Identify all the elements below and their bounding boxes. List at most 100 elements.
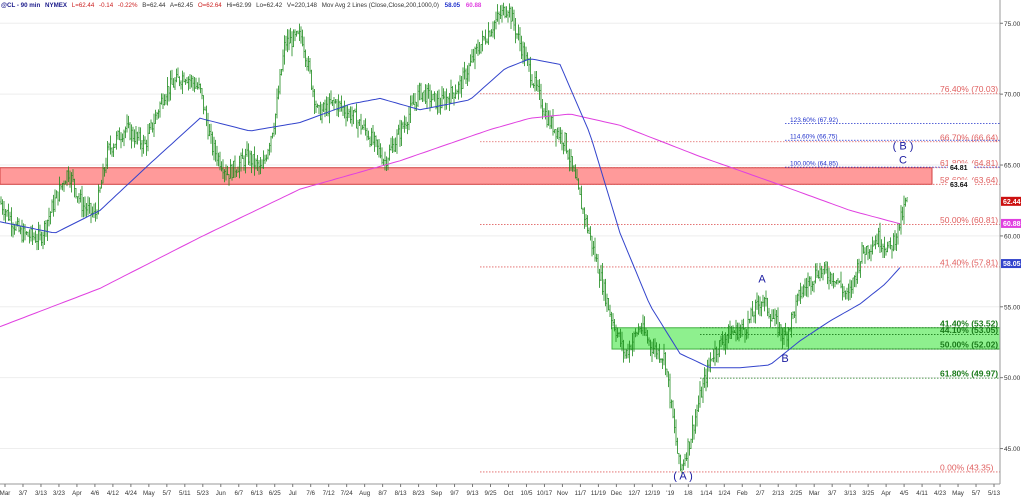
x-tick-label: Oct: [504, 490, 514, 497]
x-tick-label: Jul: [289, 490, 297, 497]
x-tick-label: 3/7: [19, 490, 28, 497]
x-tick-label: Mar: [809, 490, 820, 497]
y-tick-label: 45.00: [1004, 446, 1021, 453]
price-tag-box: [948, 163, 974, 173]
fib-extension-label: 100.00% (64.85): [790, 161, 838, 168]
x-axis[interactable]: Mar 3/7 3/13 3/23 Apr 4/6 4/12 4/24 May 5/7 5/11 5/…: [0, 484, 1001, 497]
x-tick-label: 9/25: [484, 490, 497, 497]
moving-averages: [0, 58, 901, 369]
fib-label: 41.40% (53.52): [940, 318, 998, 328]
fib-label: 44.10% (53.05): [940, 325, 998, 335]
x-tick-label: 5/11: [179, 490, 191, 497]
ma-fast-line: [0, 58, 901, 369]
price-tag-label: 60.88: [1003, 221, 1021, 228]
x-tick-label: 2/25: [790, 490, 803, 497]
x-tick-label: 8/7: [378, 490, 387, 497]
x-tick-label: 5/13: [988, 490, 1001, 497]
x-tick-label: 4/5: [900, 490, 909, 497]
x-tick-label: 5/7: [163, 490, 172, 497]
x-tick-label: Apr: [881, 490, 891, 497]
x-tick-label: 1/24: [718, 490, 731, 497]
price-tags: 64.81 63.64 62.44 60.88 58.05: [948, 163, 1021, 269]
wave-label: B: [781, 353, 788, 365]
price-tag-label: 64.81: [950, 165, 968, 172]
x-tick-label: Dec: [611, 490, 622, 497]
x-tick-label: '19: [666, 490, 675, 497]
x-tick-label: 6/25: [269, 490, 282, 497]
resistance-zone: [0, 167, 933, 185]
y-tick-label: 65.00: [1004, 163, 1021, 170]
bid: B=62.44: [142, 2, 166, 9]
price-tag-box: [1001, 196, 1021, 206]
x-tick-label: 4/23: [934, 490, 947, 497]
x-tick-label: Mar: [0, 490, 10, 497]
x-tick-label: 8/13: [395, 490, 408, 497]
price-tag-label: 58.05: [1003, 261, 1021, 268]
x-tick-label: 1/14: [700, 490, 713, 497]
x-tick-label: 3/13: [844, 490, 857, 497]
fib-levels: 76.40% (70.03)66.70% (66.64)61.80% (64.8…: [480, 84, 1000, 472]
x-tick-label: Aug: [359, 490, 371, 497]
y-tick-label: 60.00: [1004, 233, 1021, 240]
volume: V=220,148: [287, 2, 318, 9]
y-tick-label: 50.00: [1004, 375, 1021, 382]
x-tick-label: 6/7: [234, 490, 243, 497]
x-tick-label: May: [143, 490, 156, 497]
wave-label: ( B ): [893, 140, 914, 152]
price-tag-label: 62.44: [1003, 199, 1021, 206]
symbol: @CL - 90 min: [1, 2, 40, 9]
x-tick-label: Feb: [737, 490, 748, 497]
price-tag-label: 63.64: [950, 182, 968, 189]
x-tick-label: Nov: [557, 490, 569, 497]
x-tick-label: 9/7: [450, 490, 459, 497]
y-axis: 45.00 50.00 55.00 60.00 65.00 70.00 75.00: [1000, 21, 1021, 453]
exchange: NYMEX: [45, 2, 68, 9]
fib-label: 0.00% (43.35): [940, 462, 994, 472]
header-background: [0, 0, 440, 9]
chart-header: @CL - 90 min NYMEX L=62.44 -0.14 -0.22% …: [1, 2, 482, 9]
low-price: Lo=62.42: [256, 2, 283, 9]
pct-change: -0.22%: [118, 2, 138, 9]
x-tick-label: 3/7: [828, 490, 837, 497]
price-tag-box: [1001, 259, 1021, 269]
y-tick-label: 55.00: [1004, 304, 1021, 311]
price-tag-box: [1001, 218, 1021, 228]
wave-label: A: [758, 274, 766, 286]
x-tick-label: 4/6: [91, 490, 100, 497]
x-tick-label: 4/11: [916, 490, 928, 497]
fib-extension-label: 123.60% (67.92): [790, 117, 838, 124]
x-tick-label: May: [952, 490, 965, 497]
ask: A=62.45: [170, 2, 194, 9]
ma-slow-value: 60.88: [466, 2, 482, 9]
x-tick-label: 5/7: [972, 490, 981, 497]
x-tick-label: 8/23: [413, 490, 426, 497]
net-change: -0.14: [99, 2, 114, 9]
x-tick-label: 2/13: [772, 490, 785, 497]
x-tick-label: 11/19: [591, 490, 607, 497]
wave-labels: ( A ) A B ( B ) C: [673, 140, 913, 482]
x-tick-label: 4/24: [125, 490, 138, 497]
study-name: Mov Avg 2 Lines (Close,Close,200,1000,0): [322, 2, 439, 9]
fib-label: 61.80% (49.97): [940, 369, 998, 379]
fib-label: 41.40% (57.81): [940, 257, 998, 267]
x-tick-label: 1/8: [684, 490, 693, 497]
x-tick-label: 12/7: [628, 490, 641, 497]
x-tick-label: Jun: [216, 490, 227, 497]
x-tick-label: 7/12: [323, 490, 336, 497]
fib-label: 50.00% (60.81): [940, 215, 998, 225]
x-tick-label: 6/13: [251, 490, 264, 497]
x-tick-label: 7/24: [341, 490, 354, 497]
x-tick-label: Sep: [431, 490, 443, 497]
x-tick-label: 10/17: [537, 490, 553, 497]
fib-label: 50.00% (52.02): [940, 340, 998, 350]
x-tick-label: 2/7: [756, 490, 765, 497]
x-tick-label: 3/13: [35, 490, 48, 497]
y-tick-label: 70.00: [1004, 92, 1021, 99]
x-tick-label: 3/25: [862, 490, 875, 497]
fib-label: 76.40% (70.03): [940, 84, 998, 94]
ma-slow-line: [0, 113, 901, 328]
x-tick-label: 9/13: [467, 490, 480, 497]
x-tick-label: 11/7: [575, 490, 587, 497]
